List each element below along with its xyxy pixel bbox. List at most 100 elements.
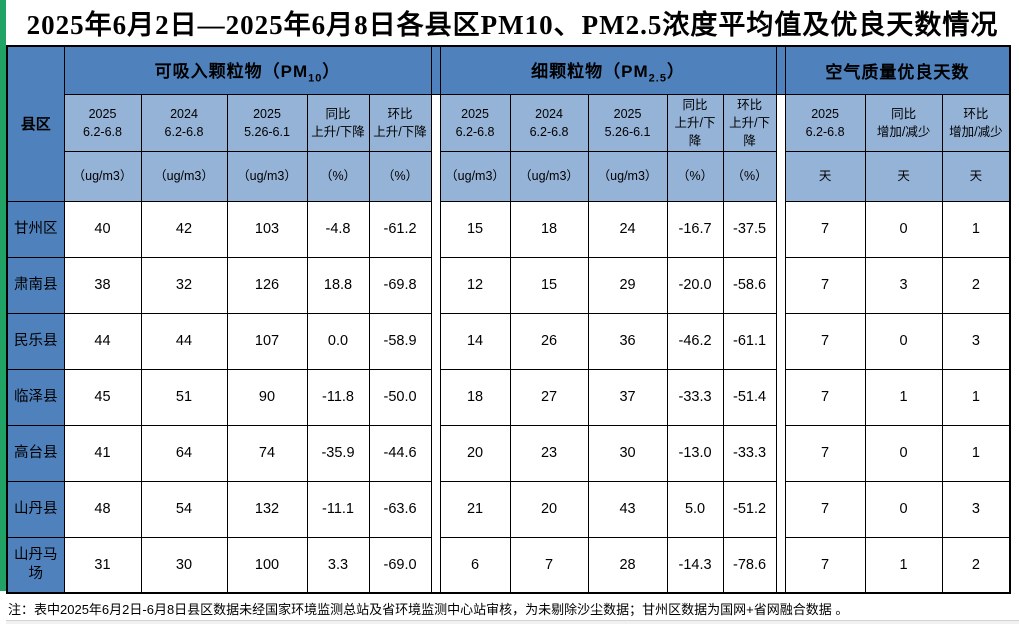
data-cell: 5.0: [666, 480, 724, 538]
data-cell: 48: [63, 480, 142, 538]
data-cell: 3: [941, 480, 1011, 538]
data-cell: 6: [439, 536, 511, 595]
group-header-row: 县区 可吸入颗粒物（PM10） 细颗粒物（PM2.5） 空气质量优良天数: [6, 45, 1011, 202]
data-cell: -61.1: [722, 312, 777, 370]
data-cell: -51.2: [722, 480, 777, 538]
data-cell: 3.3: [306, 536, 370, 595]
data-cell: 100: [226, 536, 308, 595]
data-cell: -58.9: [368, 312, 432, 370]
data-cell: -46.2: [666, 312, 724, 370]
data-cell: 20: [439, 424, 511, 482]
data-cell: -16.7: [666, 200, 724, 258]
data-cell: 7: [784, 424, 866, 482]
data-cell: -37.5: [722, 200, 777, 258]
data-cell: 7: [784, 256, 866, 314]
data-cell: 0.0: [306, 312, 370, 370]
data-cell: 44: [140, 312, 228, 370]
pm-air-quality-table: 县区 可吸入颗粒物（PM10） 细颗粒物（PM2.5） 空气质量优良天数 202…: [6, 45, 1012, 595]
group-separator: [775, 45, 786, 95]
unit-cell: （ug/m3）: [509, 150, 589, 202]
group-header-good-days: 空气质量优良天数: [784, 45, 1011, 95]
county-name: 临泽县: [6, 368, 65, 426]
data-cell: 7: [784, 536, 866, 595]
table-row: 肃南县 38 32 126 18.8 -69.8 12 15 29 -20.0 …: [6, 256, 1011, 314]
data-cell: -11.1: [306, 480, 370, 538]
data-cell: -4.8: [306, 200, 370, 258]
unit-cell: （%）: [368, 150, 432, 202]
data-cell: 64: [140, 424, 228, 482]
data-cell: -44.6: [368, 424, 432, 482]
data-cell: 28: [587, 536, 668, 595]
county-name: 山丹县: [6, 480, 65, 538]
data-cell: 42: [140, 200, 228, 258]
table-row: 高台县 41 64 74 -35.9 -44.6 20 23 30 -13.0 …: [6, 424, 1011, 482]
data-cell: -33.3: [722, 424, 777, 482]
data-cell: 36: [587, 312, 668, 370]
data-cell: 7: [509, 536, 589, 595]
data-cell: 20: [509, 480, 589, 538]
data-cell: 15: [439, 200, 511, 258]
group-label-subscript: 10: [308, 71, 323, 84]
data-cell: -13.0: [666, 424, 724, 482]
unit-cell: （%）: [666, 150, 724, 202]
data-cell: 3: [864, 256, 943, 314]
unit-cell: （ug/m3）: [63, 150, 142, 202]
unit-cell: （ug/m3）: [226, 150, 308, 202]
table-row: 临泽县 45 51 90 -11.8 -50.0 18 27 37 -33.3 …: [6, 368, 1011, 426]
county-name: 民乐县: [6, 312, 65, 370]
group-label-text: 细颗粒物（PM: [531, 61, 649, 81]
bottom-strip: [6, 620, 1019, 624]
data-cell: 1: [864, 536, 943, 595]
data-cell: -78.6: [722, 536, 777, 595]
county-name: 山丹马场: [6, 536, 65, 595]
county-name: 肃南县: [6, 256, 65, 314]
data-cell: 107: [226, 312, 308, 370]
data-cell: 18: [439, 368, 511, 426]
subheader-row: 2025 6.2-6.8 2024 6.2-6.8 2025 5.26-6.1 同比上…: [7, 93, 1011, 594]
unit-cell: （%）: [722, 150, 777, 202]
subheader-cell: 同比 上升/下降: [666, 93, 724, 152]
subheader-cell: 2024 6.2-6.8: [140, 93, 228, 152]
data-cell: 45: [63, 368, 142, 426]
subheader-cell: 2025 6.2-6.8: [63, 93, 142, 152]
data-cell: 54: [140, 480, 228, 538]
subheader-cell: 2024 6.2-6.8: [509, 93, 589, 152]
data-cell: 14: [439, 312, 511, 370]
group-label-text: ）: [666, 61, 685, 81]
data-cell: 103: [226, 200, 308, 258]
data-cell: 30: [140, 536, 228, 595]
subheader-cell: 2025 6.2-6.8: [784, 93, 866, 152]
data-cell: 44: [63, 312, 142, 370]
unit-cell: （ug/m3）: [439, 150, 511, 202]
unit-row: （ug/m3） （ug/m3） （ug/m3） （%） （%） （ug/m3） …: [7, 150, 1011, 202]
group-header-pm25: 细颗粒物（PM2.5）: [439, 45, 777, 95]
unit-cell: （ug/m3）: [140, 150, 228, 202]
data-cell: 21: [439, 480, 511, 538]
group-header-pm10: 可吸入颗粒物（PM10）: [63, 45, 432, 95]
data-cell: 7: [784, 312, 866, 370]
data-cell: 2: [941, 536, 1011, 595]
data-cell: 1: [941, 200, 1011, 258]
data-cell: 7: [784, 480, 866, 538]
county-name: 高台县: [6, 424, 65, 482]
data-cell: 7: [784, 200, 866, 258]
data-cell: 126: [226, 256, 308, 314]
subheader-cell: 环比 增加/减少: [941, 93, 1011, 152]
group-separator: [430, 93, 441, 594]
data-cell: 1: [941, 424, 1011, 482]
data-cell: 37: [587, 368, 668, 426]
data-cell: 26: [509, 312, 589, 370]
data-cell: 51: [140, 368, 228, 426]
data-cell: 30: [587, 424, 668, 482]
data-cell: -50.0: [368, 368, 432, 426]
group-separator: [775, 93, 786, 594]
data-cell: 132: [226, 480, 308, 538]
group-label-text: 空气质量优良天数: [825, 62, 970, 82]
data-cell: 0: [864, 480, 943, 538]
data-cell: -69.0: [368, 536, 432, 595]
data-cell: 2: [941, 256, 1011, 314]
subheader-cell: 2025 6.2-6.8: [439, 93, 511, 152]
data-cell: 1: [864, 368, 943, 426]
data-cell: 43: [587, 480, 668, 538]
sheet-edge-strip: [0, 0, 6, 591]
